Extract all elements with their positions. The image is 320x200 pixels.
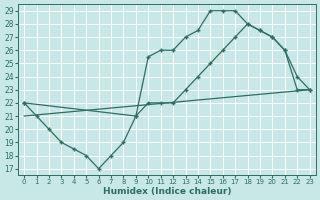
X-axis label: Humidex (Indice chaleur): Humidex (Indice chaleur) [103, 187, 231, 196]
